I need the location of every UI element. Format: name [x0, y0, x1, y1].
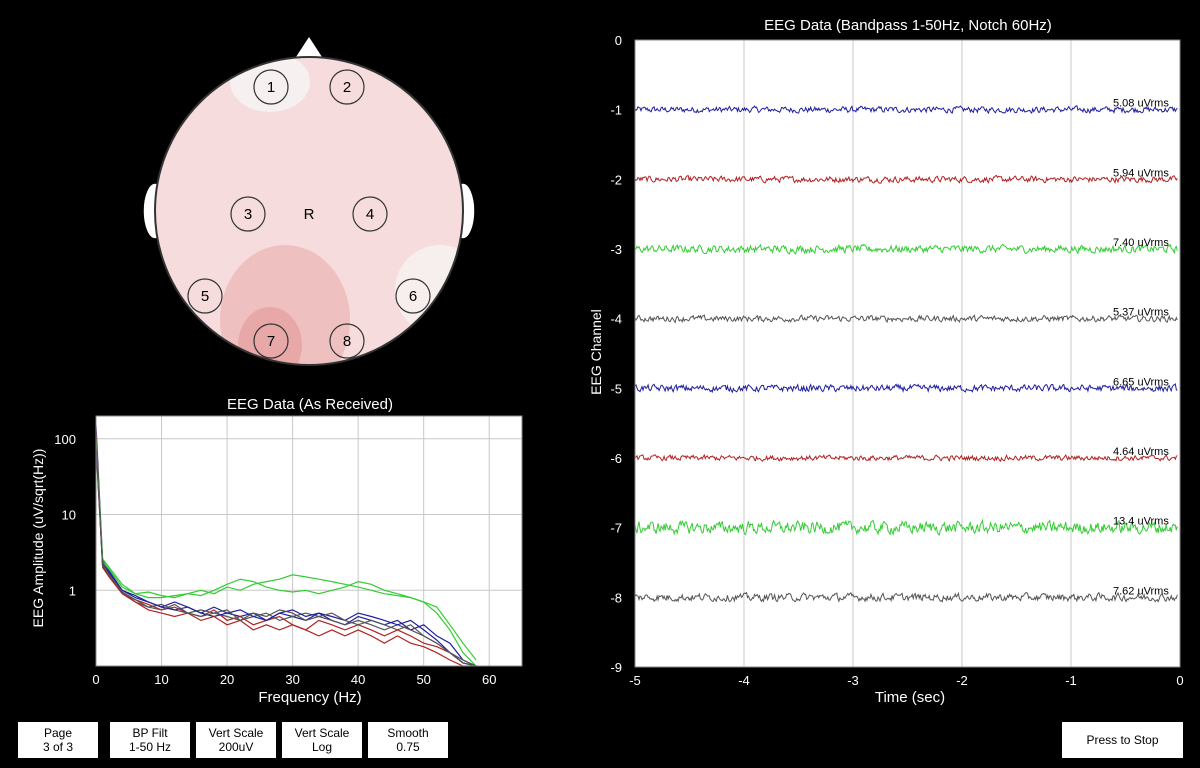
rms-label-ch8: 7.62 uVrms — [1113, 585, 1169, 597]
spectrum-x-tick-20: 20 — [220, 672, 234, 687]
spectrum-frame — [95, 415, 523, 667]
rms-label-ch6: 4.64 uVrms — [1113, 446, 1169, 458]
electrode-label-7: 7 — [267, 333, 275, 350]
nose-icon — [294, 37, 324, 60]
electrode-label-2: 2 — [343, 79, 351, 96]
timeseries-plot: -5 -4 -3 -2 -1 0 0 -1 -2 -3 -4 -5 -6 -7 -8 -9 5.08 uVrms… — [610, 33, 1183, 688]
timeseries-y-tick--5: -5 — [610, 381, 622, 396]
vert-scale-type-button-value: Log — [311, 740, 333, 754]
timeseries-y-tick--6: -6 — [610, 451, 622, 466]
spectrum-line-ch5 — [96, 442, 477, 666]
smooth-button-value: 0.75 — [396, 740, 420, 754]
head-map: 1 2 3 4 5 6 7 8 R — [142, 37, 476, 366]
electrode-1 — [253, 69, 289, 105]
timeseries-frame — [634, 39, 1181, 668]
electrode-label-1: 1 — [267, 79, 275, 96]
timeseries-x-label: Time (sec) — [874, 689, 946, 706]
bp-filter-button-value: 1-50 Hz — [128, 740, 172, 754]
vert-scale-type-button-label: Vert Scale — [294, 726, 350, 740]
rms-label-ch1: 5.08 uVrms — [1113, 98, 1169, 110]
smooth-button-label: Smooth — [387, 726, 429, 740]
rms-label-ch4: 5.37 uVrms — [1113, 307, 1169, 319]
vert-scale-button-value: 200uV — [218, 740, 254, 754]
timeseries-y-tick--1: -1 — [610, 103, 622, 118]
electrode-6 — [395, 278, 431, 314]
spectrum-x-tick-10: 10 — [154, 672, 168, 687]
smooth-button[interactable]: Smooth 0.75 — [368, 722, 448, 758]
timeseries-x-tick-0: 0 — [1176, 673, 1183, 688]
spectrum-line-ch6 — [96, 446, 477, 666]
timeseries-x-tick--5: -5 — [629, 673, 641, 688]
spectrum-line-ch2 — [96, 432, 477, 666]
electrode-label-3: 3 — [244, 206, 252, 223]
electrode-3 — [230, 196, 266, 232]
rms-label-ch7: 13.4 uVrms — [1113, 516, 1169, 528]
page-button-value: 3 of 3 — [42, 740, 74, 754]
electrode-8 — [329, 323, 365, 359]
spectrum-line-ch7 — [96, 440, 477, 661]
timeseries-y-tick--9: -9 — [610, 660, 622, 675]
page-button[interactable]: Page 3 of 3 — [18, 722, 98, 758]
electrode-label-4: 4 — [366, 206, 374, 223]
head-outline — [154, 56, 464, 366]
spectrum-line-ch8 — [96, 444, 477, 666]
electrode-5 — [187, 278, 223, 314]
spectrum-x-tick-50: 50 — [416, 672, 430, 687]
timeseries-x-tick--2: -2 — [956, 673, 968, 688]
timeseries-y-tick--2: -2 — [610, 172, 622, 187]
rms-label-ch5: 6.65 uVrms — [1113, 376, 1169, 388]
rms-label-ch3: 7.40 uVrms — [1113, 237, 1169, 249]
timeseries-plot-area — [635, 40, 1180, 667]
spectrum-y-tick-10: 10 — [62, 508, 76, 523]
electrode-7 — [253, 323, 289, 359]
electrode-label-8: 8 — [343, 333, 351, 350]
spectrum-y-tick-100: 100 — [54, 432, 76, 447]
electrode-2 — [329, 69, 365, 105]
timeseries-line-ch7 — [634, 518, 1178, 537]
timeseries-title: EEG Data (Bandpass 1-50Hz, Notch 60Hz) — [764, 17, 1052, 34]
timeseries-line-ch4 — [634, 314, 1178, 324]
timeseries-y-tick--3: -3 — [610, 242, 622, 257]
spectrum-x-tick-0: 0 — [92, 672, 99, 687]
spectrum-x-label: Frequency (Hz) — [258, 689, 362, 706]
bp-filter-button[interactable]: BP Filt 1-50 Hz — [110, 722, 190, 758]
vert-scale-button[interactable]: Vert Scale 200uV — [196, 722, 276, 758]
timeseries-line-ch3 — [634, 243, 1178, 255]
spectrum-title: EEG Data (As Received) — [227, 396, 393, 413]
electrode-4 — [352, 196, 388, 232]
timeseries-y-tick--4: -4 — [610, 312, 622, 327]
spectrum-x-tick-40: 40 — [351, 672, 365, 687]
vert-scale-type-button[interactable]: Vert Scale Log — [282, 722, 362, 758]
timeseries-x-tick--4: -4 — [738, 673, 750, 688]
press-to-stop-button[interactable]: Press to Stop — [1062, 722, 1183, 758]
electrode-label-5: 5 — [201, 288, 209, 305]
reference-label: R — [304, 206, 315, 223]
timeseries-y-tick--7: -7 — [610, 521, 622, 536]
timeseries-x-tick--1: -1 — [1065, 673, 1077, 688]
page-button-label: Page — [43, 726, 73, 740]
vert-scale-button-label: Vert Scale — [208, 726, 264, 740]
electrode-label-6: 6 — [409, 288, 417, 305]
timeseries-line-ch8 — [634, 591, 1178, 603]
timeseries-line-ch1 — [634, 105, 1178, 115]
spectrum-x-tick-60: 60 — [482, 672, 496, 687]
timeseries-line-ch6 — [634, 453, 1178, 463]
spectrum-y-tick-1: 1 — [69, 583, 76, 598]
spectrum-plot: 0 10 20 30 40 50 60 100 10 1 — [54, 415, 523, 687]
press-to-stop-label: Press to Stop — [1086, 733, 1159, 747]
bp-filter-button-label: BP Filt — [132, 726, 168, 740]
timeseries-line-ch5 — [634, 383, 1178, 394]
timeseries-x-tick--3: -3 — [847, 673, 859, 688]
spectrum-x-tick-30: 30 — [285, 672, 299, 687]
rms-label-ch2: 5.94 uVrms — [1113, 167, 1169, 179]
timeseries-y-tick-0: 0 — [615, 33, 622, 48]
timeseries-y-tick--8: -8 — [610, 590, 622, 605]
spectrum-plot-area — [96, 416, 522, 666]
timeseries-line-ch2 — [634, 174, 1178, 184]
